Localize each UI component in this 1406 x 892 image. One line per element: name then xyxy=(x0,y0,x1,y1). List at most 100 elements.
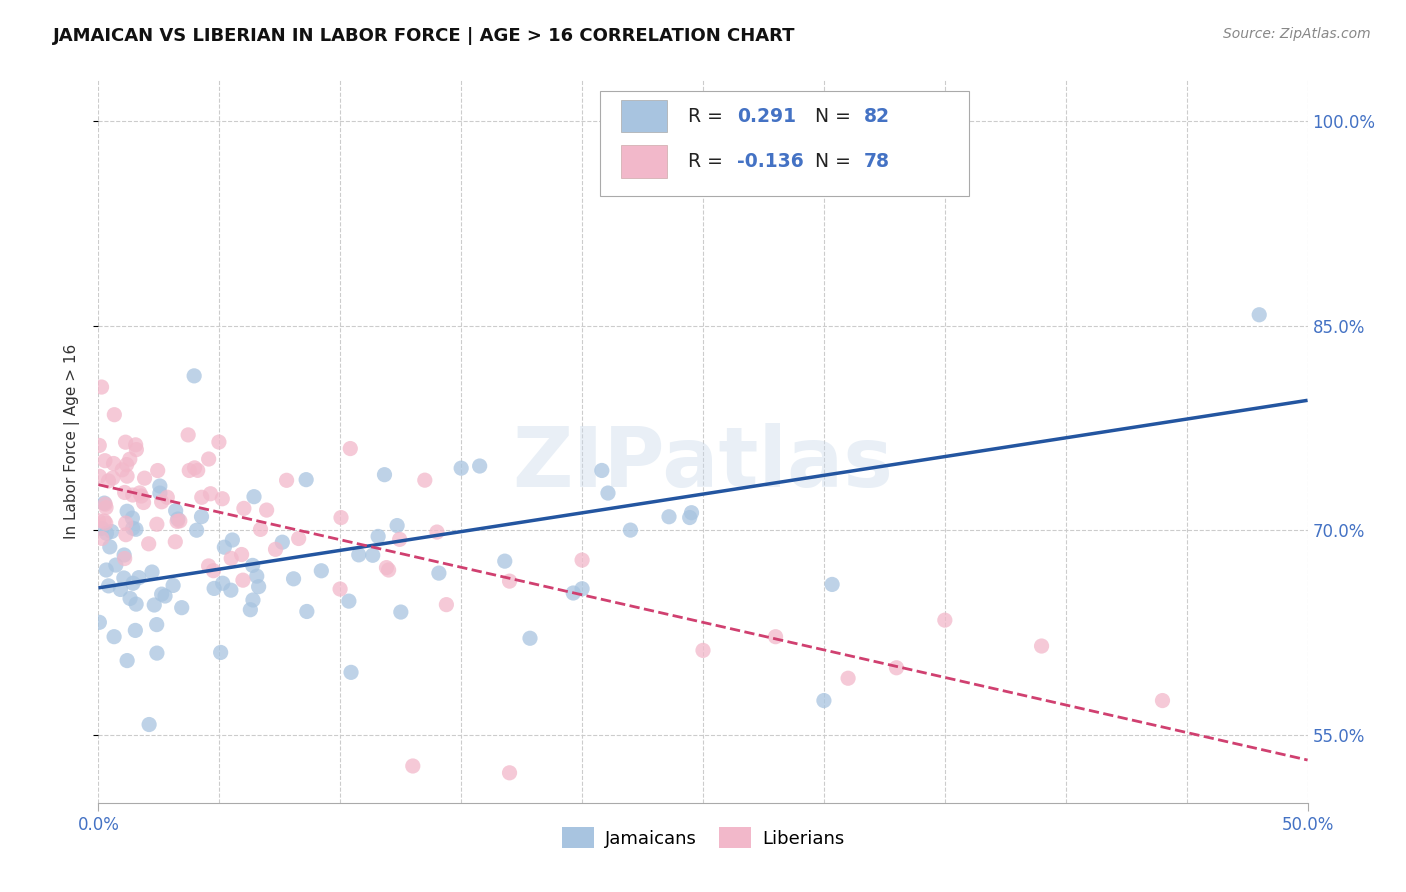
Point xyxy=(165,534,187,549)
Point xyxy=(202,564,225,578)
Point xyxy=(190,509,212,524)
Point xyxy=(287,532,309,546)
Text: 0.291: 0.291 xyxy=(737,106,796,126)
Point xyxy=(103,408,125,422)
Point xyxy=(619,523,641,537)
Point xyxy=(239,603,262,617)
Bar xyxy=(621,145,666,178)
Point xyxy=(1031,639,1053,653)
Point xyxy=(373,467,395,482)
Point xyxy=(498,765,520,780)
Point xyxy=(249,522,271,536)
Point xyxy=(571,582,593,596)
Point xyxy=(247,580,270,594)
Point xyxy=(242,558,264,573)
Point xyxy=(115,504,138,518)
Point xyxy=(571,553,593,567)
Point xyxy=(145,617,167,632)
Point xyxy=(141,565,163,579)
Point xyxy=(681,506,703,520)
Point xyxy=(146,464,169,478)
Point xyxy=(934,613,956,627)
Point xyxy=(187,463,209,477)
Point xyxy=(243,490,266,504)
Point xyxy=(427,566,450,581)
Y-axis label: In Labor Force | Age > 16: In Labor Force | Age > 16 xyxy=(65,344,80,539)
Point xyxy=(562,586,585,600)
Point xyxy=(375,560,398,574)
Text: N =: N = xyxy=(815,106,858,126)
Point xyxy=(121,511,143,525)
Point xyxy=(765,630,787,644)
Point xyxy=(347,548,370,562)
Point xyxy=(821,577,844,591)
Point xyxy=(197,452,219,467)
Point xyxy=(149,479,172,493)
Point xyxy=(186,523,208,537)
Point xyxy=(202,582,225,596)
Point xyxy=(87,514,110,528)
Point xyxy=(96,563,118,577)
Point xyxy=(103,630,125,644)
Point xyxy=(232,573,254,587)
Point xyxy=(115,527,138,541)
Point xyxy=(596,486,619,500)
Point xyxy=(837,671,859,685)
Text: R =: R = xyxy=(689,152,730,171)
Point xyxy=(90,380,112,394)
Point xyxy=(1344,328,1367,343)
Point xyxy=(340,665,363,680)
Point xyxy=(111,463,134,477)
Text: Source: ZipAtlas.com: Source: ZipAtlas.com xyxy=(1223,27,1371,41)
Point xyxy=(591,463,613,477)
Point xyxy=(121,521,143,535)
Point xyxy=(200,487,222,501)
Point xyxy=(143,598,166,612)
Point xyxy=(468,458,491,473)
Point xyxy=(679,510,702,524)
Point xyxy=(115,469,138,483)
Point xyxy=(426,524,449,539)
Point xyxy=(170,600,193,615)
Point xyxy=(138,537,160,551)
Point xyxy=(256,503,278,517)
Point xyxy=(165,504,187,518)
Text: ZIPatlas: ZIPatlas xyxy=(513,423,893,504)
Point xyxy=(162,578,184,592)
Point xyxy=(166,512,188,526)
Point xyxy=(361,549,384,563)
Point xyxy=(221,533,243,547)
Text: 82: 82 xyxy=(863,106,890,126)
Point xyxy=(89,615,111,630)
Point xyxy=(94,500,117,515)
Point xyxy=(103,457,125,471)
Point xyxy=(93,514,115,528)
Point xyxy=(276,473,298,487)
Text: -0.136: -0.136 xyxy=(737,152,804,171)
Text: N =: N = xyxy=(815,152,858,171)
Point xyxy=(295,605,318,619)
Point xyxy=(208,435,231,450)
Point xyxy=(149,486,172,500)
Point xyxy=(169,514,191,528)
Point xyxy=(96,526,118,541)
Point xyxy=(494,554,516,568)
Point xyxy=(153,589,176,603)
Point xyxy=(89,438,111,452)
Point xyxy=(377,563,399,577)
Point xyxy=(179,463,201,477)
Text: 78: 78 xyxy=(863,152,890,171)
Point xyxy=(150,495,173,509)
Point xyxy=(94,516,117,530)
Point xyxy=(112,548,135,562)
Point xyxy=(337,594,360,608)
Point xyxy=(191,490,214,504)
Point xyxy=(104,558,127,572)
Point xyxy=(94,497,117,511)
Point xyxy=(101,471,124,485)
Point xyxy=(177,428,200,442)
Point xyxy=(658,509,681,524)
Point xyxy=(389,605,412,619)
Point xyxy=(367,529,389,543)
Point xyxy=(114,435,136,450)
